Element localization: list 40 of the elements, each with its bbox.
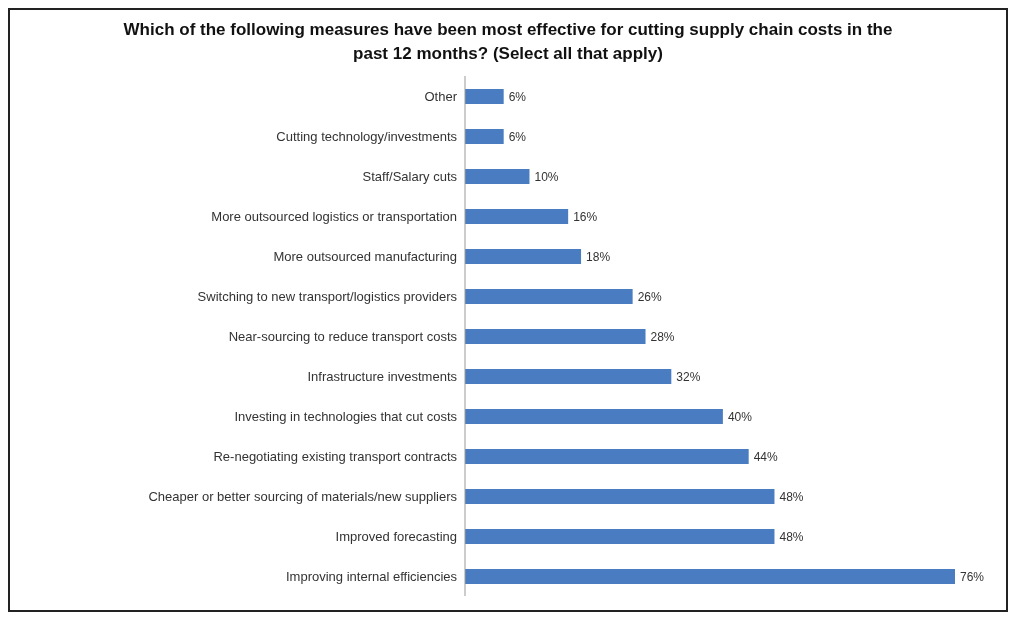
data-label: 6% <box>508 89 527 104</box>
y-tick-label: Re-negotiating existing transport contracts <box>213 448 458 464</box>
bar <box>465 129 504 144</box>
y-tick-label: More outsourced manufacturing <box>273 248 457 264</box>
data-label: 18% <box>586 249 611 264</box>
data-label: 76% <box>960 569 985 584</box>
y-tick-label: Cutting technology/investments <box>276 128 458 144</box>
bar <box>465 449 749 464</box>
data-label: 48% <box>779 529 804 544</box>
y-tick-label: Improved forecasting <box>335 528 457 544</box>
y-tick-label: More outsourced logistics or transportation <box>211 208 457 224</box>
data-label: 10% <box>534 169 559 184</box>
bar <box>465 89 504 104</box>
chart-title: Which of the following measures have been most effective for cutting supply chain costs in the past 12 months? (Select all that apply) <box>123 19 893 65</box>
data-label: 44% <box>753 449 779 464</box>
y-tick-label: Switching to new transport/logistics providers <box>197 288 458 304</box>
bar <box>465 329 646 344</box>
data-label: 6% <box>508 129 527 144</box>
data-label: 32% <box>676 369 701 384</box>
data-label: 28% <box>650 329 675 344</box>
bar <box>465 249 582 264</box>
bar <box>465 569 955 584</box>
bar <box>465 529 775 544</box>
bar <box>465 369 672 384</box>
y-tick-label: Infrastructure investments <box>307 368 458 384</box>
data-label: 40% <box>727 409 753 424</box>
y-tick-label: Cheaper or better sourcing of materials/new suppliers <box>148 488 458 504</box>
data-label: 16% <box>573 209 598 224</box>
bar <box>465 169 530 184</box>
bar <box>465 209 569 224</box>
bar <box>465 409 723 424</box>
y-tick-label: Investing in technologies that cut costs <box>234 408 458 424</box>
y-tick-label: Other <box>424 88 458 104</box>
data-label: 48% <box>779 489 804 504</box>
bar <box>465 489 775 504</box>
bar <box>465 289 633 304</box>
y-tick-label: Staff/Salary cuts <box>362 168 458 184</box>
data-label: 26% <box>637 289 662 304</box>
y-tick-label: Near-sourcing to reduce transport costs <box>228 328 458 344</box>
y-tick-label: Improving internal efficiencies <box>285 568 458 584</box>
